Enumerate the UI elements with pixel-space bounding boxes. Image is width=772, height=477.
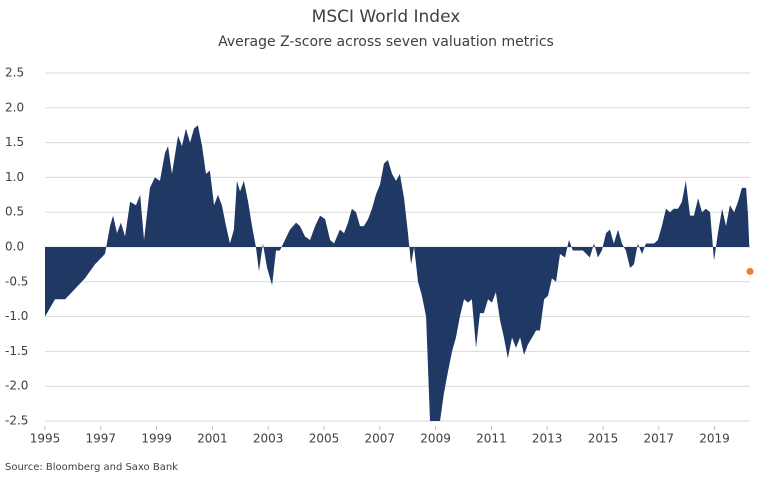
- x-tick-label: 2005: [309, 432, 340, 446]
- x-tick-label: 2001: [197, 432, 228, 446]
- x-tick-label: 2017: [643, 432, 674, 446]
- y-tick-label: 2.5: [5, 66, 24, 80]
- y-tick-label: 0.5: [5, 205, 24, 219]
- x-tick-label: 2009: [420, 432, 451, 446]
- x-tick-label: 2003: [253, 432, 284, 446]
- y-tick-label: 1.0: [5, 170, 24, 184]
- x-tick-label: 2011: [476, 432, 507, 446]
- y-tick-label: -2.5: [5, 414, 28, 428]
- chart-title: MSCI World Index: [312, 7, 461, 27]
- chart-subtitle: Average Z-score across seven valuation m…: [218, 34, 554, 50]
- y-tick-label: -2.0: [5, 379, 28, 393]
- y-tick-label: 0.0: [5, 240, 24, 254]
- x-tick-label: 1995: [30, 432, 61, 446]
- area: [45, 125, 750, 421]
- y-tick-label: -1.0: [5, 309, 28, 323]
- x-tick-label: 2013: [532, 432, 563, 446]
- y-tick-label: 1.5: [5, 135, 24, 149]
- x-tick-label: 1999: [141, 432, 172, 446]
- x-tick-label: 2007: [365, 432, 396, 446]
- x-tick-label: 2019: [699, 432, 730, 446]
- x-tick-label: 1997: [86, 432, 117, 446]
- y-tick-label: -0.5: [5, 274, 28, 288]
- source-note: Source: Bloomberg and Saxo Bank: [5, 462, 178, 473]
- y-tick-label: 2.0: [5, 100, 24, 114]
- latest-point: [746, 267, 754, 275]
- x-tick-label: 2015: [588, 432, 619, 446]
- y-tick-label: -1.5: [5, 344, 28, 358]
